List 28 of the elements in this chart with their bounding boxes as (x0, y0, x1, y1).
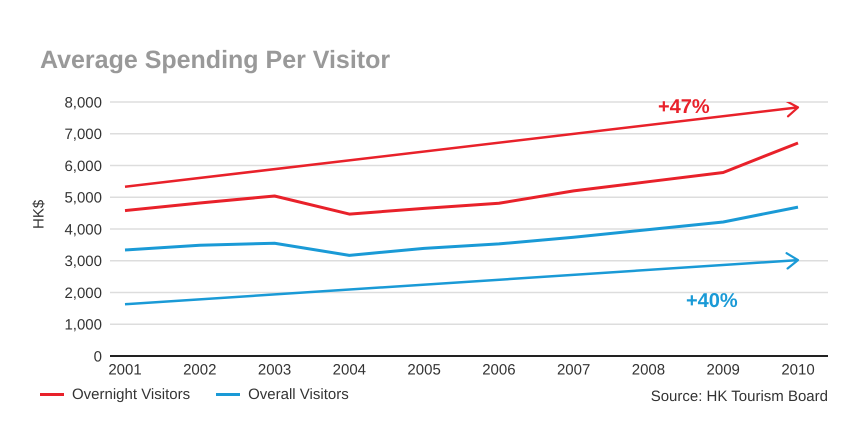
x-tick-label: 2005 (407, 362, 441, 379)
y-tick-label: 1,000 (64, 316, 102, 334)
y-tick-label: 8,000 (64, 94, 102, 112)
y-tick-label: 2,000 (64, 284, 102, 302)
line-series (124, 141, 800, 216)
x-tick-label: 2010 (781, 362, 815, 379)
y-tick-label: 0 (94, 348, 102, 366)
x-tick-label: 2003 (258, 362, 292, 379)
legend-label: Overall Visitors (248, 386, 349, 403)
x-tick-label: 2004 (332, 362, 366, 379)
y-tick-label: 3,000 (64, 253, 102, 270)
x-tick-label: 2009 (706, 362, 740, 379)
legend-label: Overnight Visitors (72, 386, 190, 403)
x-tick-label: 2001 (108, 362, 142, 379)
line-series (124, 206, 800, 257)
y-tick-label: 4,000 (64, 221, 102, 238)
x-tick-label: 2007 (556, 362, 590, 379)
x-tick-label: 2006 (482, 362, 516, 379)
annotation: +47% (658, 96, 710, 119)
source-note: Source: HK Tourism Board (650, 388, 828, 405)
x-tick-label: 2002 (183, 362, 216, 379)
annotation: +40% (686, 290, 738, 313)
y-axis-title: HK$ (30, 199, 48, 229)
y-tick-label: 6,000 (64, 158, 102, 175)
chart-title: Average Spending Per Visitor (40, 46, 390, 75)
x-tick-label: 2008 (632, 362, 666, 379)
y-tick-label: 5,000 (64, 190, 102, 207)
y-tick-label: 7,000 (64, 126, 102, 144)
